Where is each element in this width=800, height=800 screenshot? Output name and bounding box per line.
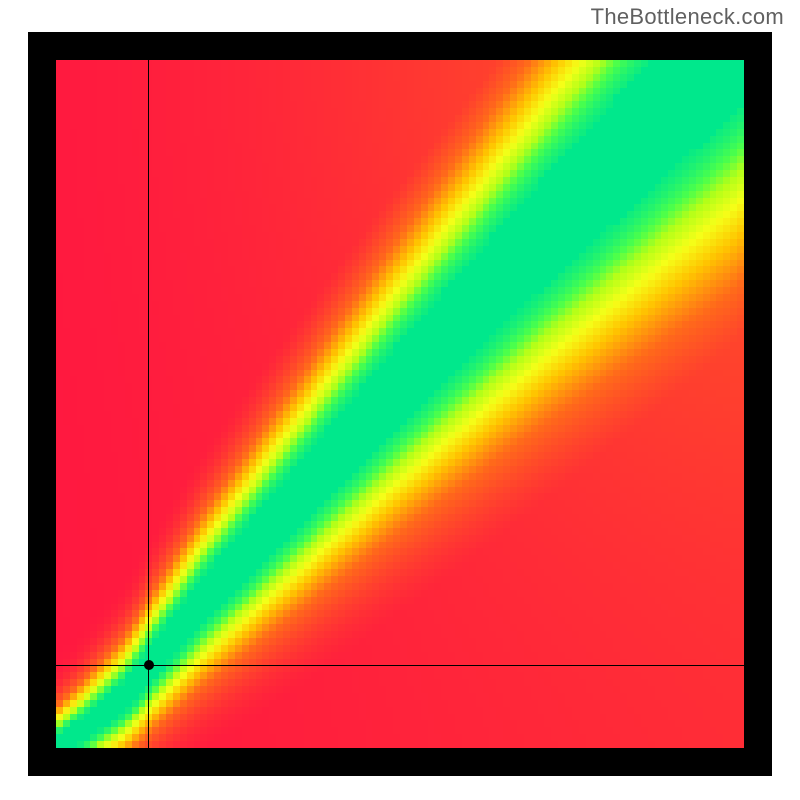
crosshair-vertical [148,60,149,748]
chart-frame [28,32,772,776]
bottleneck-heatmap [56,60,744,748]
crosshair-horizontal [56,665,744,666]
watermark-text: TheBottleneck.com [591,4,784,30]
